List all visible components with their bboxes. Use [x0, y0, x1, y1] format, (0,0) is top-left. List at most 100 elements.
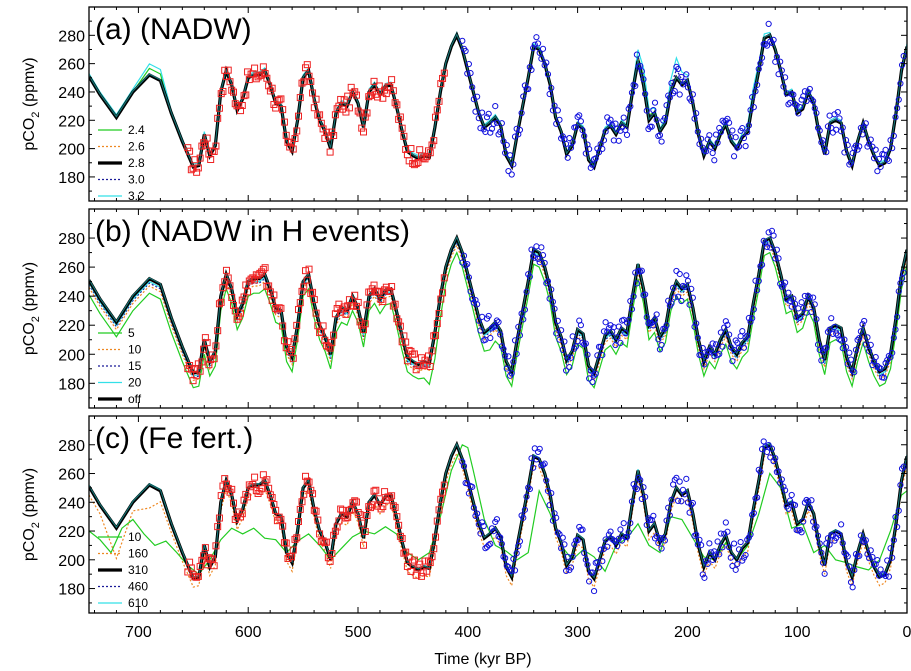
blue-circle-marker	[892, 326, 899, 333]
blue-circle-marker	[665, 92, 672, 99]
y-tick-label: 200	[58, 142, 85, 159]
panel-title: (c) (Fe fert.)	[95, 422, 253, 455]
blue-circle-marker	[722, 519, 729, 526]
red-square-marker	[303, 477, 311, 485]
blue-circle-marker	[735, 546, 743, 553]
blue-circle-marker	[597, 343, 604, 351]
red-square-marker	[416, 146, 424, 154]
red-square-marker	[435, 97, 443, 105]
red-square-marker	[407, 567, 415, 575]
blue-circle-marker	[576, 112, 583, 119]
blue-circle-marker	[894, 523, 901, 531]
red-square-marker	[221, 475, 229, 483]
red-square-marker	[319, 322, 327, 330]
blue-circle-marker	[520, 514, 527, 521]
red-square-marker	[249, 481, 257, 489]
blue-circle-marker	[745, 122, 752, 129]
red-square-marker	[359, 541, 367, 549]
red-square-marker	[268, 494, 276, 502]
blue-circle-marker	[485, 110, 492, 117]
red-square-marker	[386, 494, 394, 502]
red-square-marker	[198, 556, 206, 564]
blue-circle-marker	[808, 96, 815, 103]
blue-circle-marker	[597, 546, 604, 553]
blue-circle-marker	[648, 123, 655, 130]
blue-circle-marker	[862, 120, 869, 127]
red-square-marker	[207, 356, 215, 364]
red-square-marker	[342, 514, 350, 522]
blue-circle-marker	[589, 569, 596, 576]
red-square-marker	[361, 113, 369, 121]
red-square-marker	[193, 371, 201, 379]
blue-circle-marker	[887, 137, 894, 144]
blue-circle-marker	[470, 504, 477, 511]
blue-circle-marker	[505, 167, 512, 175]
red-square-marker	[305, 478, 313, 486]
blue-circle-marker	[615, 137, 622, 144]
blue-circle-marker	[533, 243, 540, 250]
blue-circle-marker	[495, 533, 502, 540]
blue-circle-marker	[558, 545, 565, 552]
red-square-marker	[307, 77, 315, 85]
blue-circle-marker	[528, 246, 535, 253]
blue-circle-marker	[816, 540, 823, 547]
legend-label: 2.4	[128, 123, 145, 137]
red-square-marker	[258, 485, 266, 493]
x-tick-label: 700	[125, 624, 152, 641]
blue-circle-marker	[754, 287, 761, 294]
blue-circle-marker	[706, 132, 713, 139]
red-square-marker	[208, 147, 216, 155]
red-square-marker	[396, 113, 404, 121]
blue-circle-marker	[518, 109, 525, 117]
blue-circle-marker	[698, 542, 705, 549]
blue-circle-marker	[712, 131, 720, 138]
blue-circle-marker	[798, 299, 805, 306]
blue-circle-marker	[765, 20, 772, 28]
blue-circle-marker	[618, 537, 626, 544]
blue-circle-marker	[892, 114, 899, 121]
blue-circle-marker	[859, 131, 866, 138]
blue-circle-marker	[788, 491, 795, 499]
y-axis-label-unit: (ppmv)	[21, 468, 38, 522]
blue-circle-marker	[773, 246, 780, 253]
blue-circle-marker	[544, 71, 552, 78]
blue-circle-marker	[739, 328, 746, 335]
y-axis-label-main: pCO	[21, 118, 38, 151]
blue-circle-marker	[900, 52, 907, 60]
red-square-marker	[323, 538, 331, 546]
blue-circle-marker	[642, 90, 649, 98]
blue-circle-marker	[559, 534, 566, 541]
legend-label: 310	[128, 563, 148, 577]
red-square-marker	[215, 514, 223, 522]
blue-circle-marker	[567, 564, 575, 571]
blue-circle-marker	[856, 335, 863, 342]
blue-circle-marker	[683, 71, 690, 78]
blue-circle-marker	[493, 516, 501, 523]
blue-circle-marker	[543, 477, 550, 484]
blue-circle-marker	[798, 529, 805, 536]
red-square-marker	[382, 90, 390, 98]
blue-circle-marker	[531, 254, 538, 261]
blue-circle-marker	[768, 39, 776, 47]
red-square-marker	[231, 100, 239, 108]
red-square-marker	[215, 300, 223, 308]
red-square-marker	[194, 164, 202, 172]
blue-circle-marker	[882, 572, 889, 580]
red-square-marker	[363, 511, 371, 519]
blue-circle-marker	[498, 540, 505, 547]
red-square-marker	[309, 490, 317, 498]
blue-circle-marker	[819, 348, 827, 355]
red-square-marker	[251, 276, 259, 284]
blue-circle-marker	[894, 105, 901, 112]
red-square-marker	[293, 127, 301, 135]
red-square-marker	[330, 331, 338, 339]
blue-circle-marker	[543, 280, 550, 287]
red-square-marker	[228, 485, 236, 493]
blue-circle-marker	[488, 325, 496, 332]
red-square-marker	[244, 288, 252, 296]
blue-circle-marker	[579, 127, 586, 134]
blue-circle-marker	[676, 478, 683, 485]
blue-circle-marker	[839, 540, 846, 547]
red-square-marker	[391, 300, 399, 308]
